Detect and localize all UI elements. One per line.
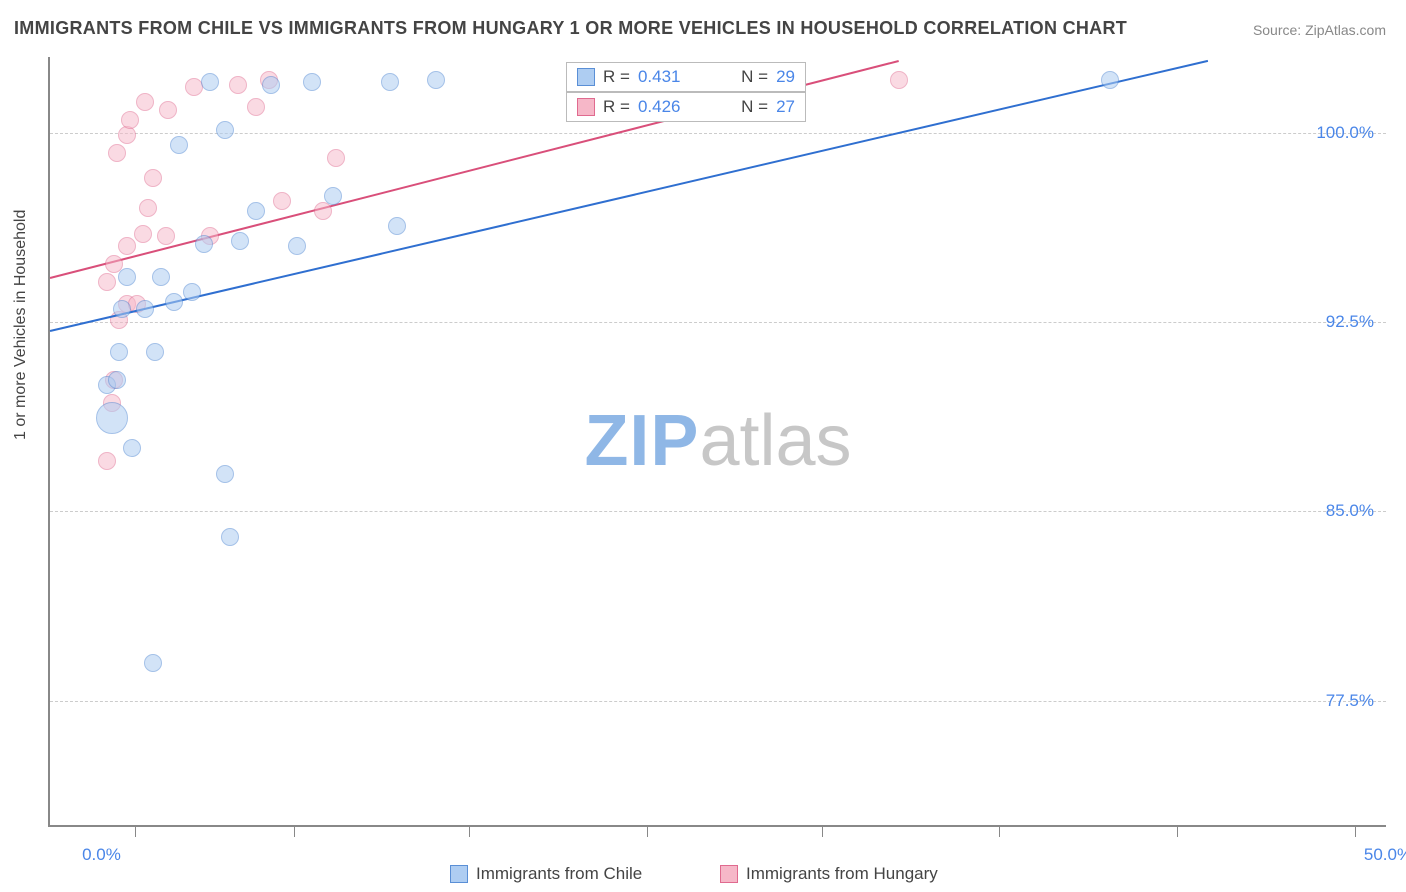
data-point (139, 199, 157, 217)
x-tick (822, 825, 823, 837)
chart-container: IMMIGRANTS FROM CHILE VS IMMIGRANTS FROM… (0, 0, 1406, 892)
x-tick (135, 825, 136, 837)
y-tick-label: 100.0% (1316, 123, 1374, 143)
data-point (113, 300, 131, 318)
watermark-right: atlas (699, 401, 851, 481)
stat-r-label: R = (603, 97, 630, 117)
stat-r-label: R = (603, 67, 630, 87)
data-point (136, 300, 154, 318)
y-tick-label: 92.5% (1326, 312, 1374, 332)
gridline-h (50, 322, 1386, 323)
data-point (165, 293, 183, 311)
data-point (159, 101, 177, 119)
data-point (152, 268, 170, 286)
data-point (98, 273, 116, 291)
data-point (136, 93, 154, 111)
data-point (890, 71, 908, 89)
legend-swatch-chile (450, 865, 468, 883)
source-attribution: Source: ZipAtlas.com (1253, 22, 1386, 38)
data-point (216, 121, 234, 139)
gridline-h (50, 133, 1386, 134)
data-point (327, 149, 345, 167)
data-point (381, 73, 399, 91)
gridline-h (50, 701, 1386, 702)
stat-n-value: 27 (776, 97, 795, 117)
watermark: ZIPatlas (584, 400, 851, 482)
data-point (144, 169, 162, 187)
data-point (110, 343, 128, 361)
data-point (1101, 71, 1119, 89)
y-tick-label: 77.5% (1326, 691, 1374, 711)
data-point (121, 111, 139, 129)
chart-title: IMMIGRANTS FROM CHILE VS IMMIGRANTS FROM… (14, 18, 1127, 39)
x-tick (647, 825, 648, 837)
data-point (123, 439, 141, 457)
x-label-max: 50.0% (1364, 845, 1406, 865)
data-point (108, 144, 126, 162)
data-point (108, 371, 126, 389)
data-point (247, 98, 265, 116)
legend-swatch-hungary (720, 865, 738, 883)
data-point (273, 192, 291, 210)
y-tick-label: 85.0% (1326, 501, 1374, 521)
data-point (118, 237, 136, 255)
stat-n-label: N = (741, 97, 768, 117)
data-point (157, 227, 175, 245)
legend-label-chile: Immigrants from Chile (476, 864, 642, 884)
data-point (98, 452, 116, 470)
stat-r-value: 0.426 (638, 97, 681, 117)
x-label-min: 0.0% (82, 845, 121, 865)
data-point (288, 237, 306, 255)
x-tick (1177, 825, 1178, 837)
plot-area: ZIPatlas 77.5%85.0%92.5%100.0%0.0%50.0% (48, 57, 1386, 827)
stat-swatch (577, 68, 595, 86)
stat-legend-row: R = 0.431 N = 29 (566, 62, 806, 92)
stat-n-value: 29 (776, 67, 795, 87)
y-axis-title: 1 or more Vehicles in Household (12, 210, 30, 440)
data-point (144, 654, 162, 672)
data-point (314, 202, 332, 220)
x-tick (469, 825, 470, 837)
data-point (388, 217, 406, 235)
stat-r-value: 0.431 (638, 67, 681, 87)
x-tick (999, 825, 1000, 837)
data-point (183, 283, 201, 301)
data-point (303, 73, 321, 91)
data-point (195, 235, 213, 253)
data-point (247, 202, 265, 220)
data-point (216, 465, 234, 483)
x-tick (294, 825, 295, 837)
data-point (229, 76, 247, 94)
data-point (146, 343, 164, 361)
legend-item-chile: Immigrants from Chile (450, 864, 642, 884)
legend-item-hungary: Immigrants from Hungary (720, 864, 938, 884)
data-point (170, 136, 188, 154)
data-point (96, 402, 128, 434)
data-point (427, 71, 445, 89)
data-point (134, 225, 152, 243)
legend-label-hungary: Immigrants from Hungary (746, 864, 938, 884)
data-point (201, 73, 219, 91)
data-point (221, 528, 239, 546)
x-tick (1355, 825, 1356, 837)
gridline-h (50, 511, 1386, 512)
stat-legend-row: R = 0.426 N = 27 (566, 92, 806, 122)
data-point (324, 187, 342, 205)
data-point (262, 76, 280, 94)
stat-swatch (577, 98, 595, 116)
watermark-left: ZIP (584, 401, 699, 481)
stat-n-label: N = (741, 67, 768, 87)
data-point (231, 232, 249, 250)
data-point (118, 268, 136, 286)
